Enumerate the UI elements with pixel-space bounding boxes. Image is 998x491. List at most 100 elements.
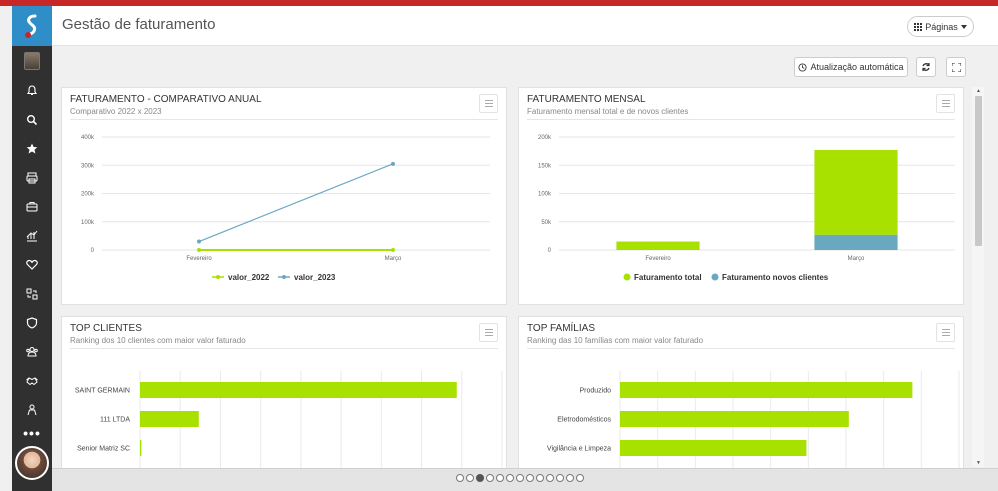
sidebar-item-transfer[interactable] [12,279,52,308]
pager-dot[interactable] [566,474,574,482]
x-tick-label: Março [385,256,402,262]
data-point[interactable] [391,248,395,252]
legend-swatch [623,273,631,281]
annual-line-chart: 0 100k 200k 300k 400k Fevereiro Março valor_202… [81,135,490,282]
x-tick-label: Março [848,256,865,262]
sidebar-item-handshake[interactable] [12,366,52,395]
card-menu-button[interactable] [936,94,955,113]
refresh-icon [922,63,930,71]
category-label: SAINT GERMAIN [75,388,130,395]
legend-label[interactable]: Faturamento total [634,273,702,282]
page-header: Gestão de faturamento Páginas [52,6,998,46]
bar[interactable] [620,440,807,456]
page-title: Gestão de faturamento [62,16,216,33]
card-subtitle: Faturamento mensal total e de novos clie… [527,107,689,116]
data-point[interactable] [391,161,395,166]
user-photo [24,52,40,70]
user-thumb[interactable] [12,46,52,76]
data-point[interactable] [197,248,201,252]
dashboard-toolbar: Atualização automática [52,47,998,87]
top-families-bar-chart: Produzido Eletrodomésticos Vigilância e Li… [547,371,960,469]
refresh-button[interactable] [916,57,936,77]
card-subtitle: Ranking das 10 famílias com maior valor … [527,336,704,345]
card-menu-button[interactable] [479,94,498,113]
sidebar-item-search[interactable] [12,105,52,134]
pages-dropdown-button[interactable]: Páginas [907,16,974,37]
card-menu-button[interactable] [936,323,955,342]
category-label: Vigilância e Limpeza [547,446,611,453]
sidebar-item-bell[interactable] [12,76,52,105]
more-menu-icon[interactable]: ••• [23,425,41,441]
pager-dot[interactable] [486,474,494,482]
fullscreen-button[interactable] [946,57,966,77]
pager-dot[interactable] [536,474,544,482]
pager-dot[interactable] [556,474,564,482]
legend-label[interactable]: valor_2022 [228,273,270,282]
category-label: Senior Matriz SC [77,446,130,453]
pager-dot[interactable] [456,474,464,482]
app-logo-icon[interactable] [12,6,52,46]
card-subtitle: Ranking dos 10 clientes com maior valor … [70,336,246,345]
scroll-down-arrow-icon[interactable]: ▼ [976,460,981,466]
shield-icon [26,316,38,329]
y-tick-label: 300k [81,163,95,169]
monthly-stacked-bar-chart: 0 50k 100k 150k 200k Fevereiro Março Faturament… [538,135,955,282]
grid-icon [914,22,923,31]
legend-label[interactable]: valor_2023 [294,273,336,282]
card-title: TOP CLIENTES [70,323,142,334]
scrollbar-thumb[interactable] [975,96,982,246]
sidebar-item-group[interactable] [12,337,52,366]
briefcase-icon [26,201,38,211]
pager-dot[interactable] [476,474,484,482]
sidebar-item-person[interactable] [12,395,52,424]
bar-faturamento-total[interactable] [616,241,700,250]
pager-dot[interactable] [526,474,534,482]
sidebar-item-chart[interactable] [12,221,52,250]
card-title: TOP FAMÍLIAS [527,323,595,334]
card-top-families: TOP FAMÍLIAS Ranking das 10 famílias com… [518,316,964,476]
pager-dot[interactable] [576,474,584,482]
bar[interactable] [140,440,142,456]
sidebar-item-printer[interactable] [12,163,52,192]
bell-icon [26,84,38,95]
card-divider [527,119,955,120]
category-label: Eletrodomésticos [557,417,611,424]
pager-dot[interactable] [466,474,474,482]
bar[interactable] [620,382,913,398]
card-subtitle: Comparativo 2022 x 2023 [70,107,162,116]
pager-dot[interactable] [496,474,504,482]
legend-marker [216,275,220,279]
scroll-up-arrow-icon[interactable]: ▲ [976,88,981,94]
avatar[interactable] [15,446,49,480]
x-tick-label: Fevereiro [186,256,212,262]
pages-button-label: Páginas [925,21,958,32]
pager-dot[interactable] [516,474,524,482]
category-label: 111 LTDA [100,417,130,424]
auto-update-button[interactable]: Atualização automática [794,57,908,77]
data-point[interactable] [197,239,201,244]
bar[interactable] [140,411,199,427]
transfer-icon [26,288,38,299]
top-clients-bar-chart: SAINT GERMAIN 111 LTDA Senior Matriz SC [75,371,503,469]
pager-dot[interactable] [546,474,554,482]
sidebar-item-shield[interactable] [12,308,52,337]
bar[interactable] [140,382,457,398]
card-divider [527,348,955,349]
legend-label[interactable]: Faturamento novos clientes [722,273,829,282]
sidebar-item-heart[interactable] [12,250,52,279]
bar-faturamento-total[interactable] [814,149,898,235]
card-annual-comparison: FATURAMENTO - COMPARATIVO ANUAL Comparat… [61,87,507,305]
x-tick-label: Fevereiro [645,256,671,262]
search-icon [27,114,38,125]
sidebar-item-star[interactable] [12,134,52,163]
pager-dot[interactable] [506,474,514,482]
sidebar-item-briefcase[interactable] [12,192,52,221]
y-tick-label: 50k [541,220,552,226]
card-menu-button[interactable] [479,323,498,342]
heart-icon [26,259,38,270]
category-label: Produzido [579,388,611,395]
card-top-clients: TOP CLIENTES Ranking dos 10 clientes com… [61,316,507,476]
y-tick-label: 200k [538,135,552,141]
bar[interactable] [620,411,849,427]
bar-faturamento-novos-clientes[interactable] [814,234,898,250]
